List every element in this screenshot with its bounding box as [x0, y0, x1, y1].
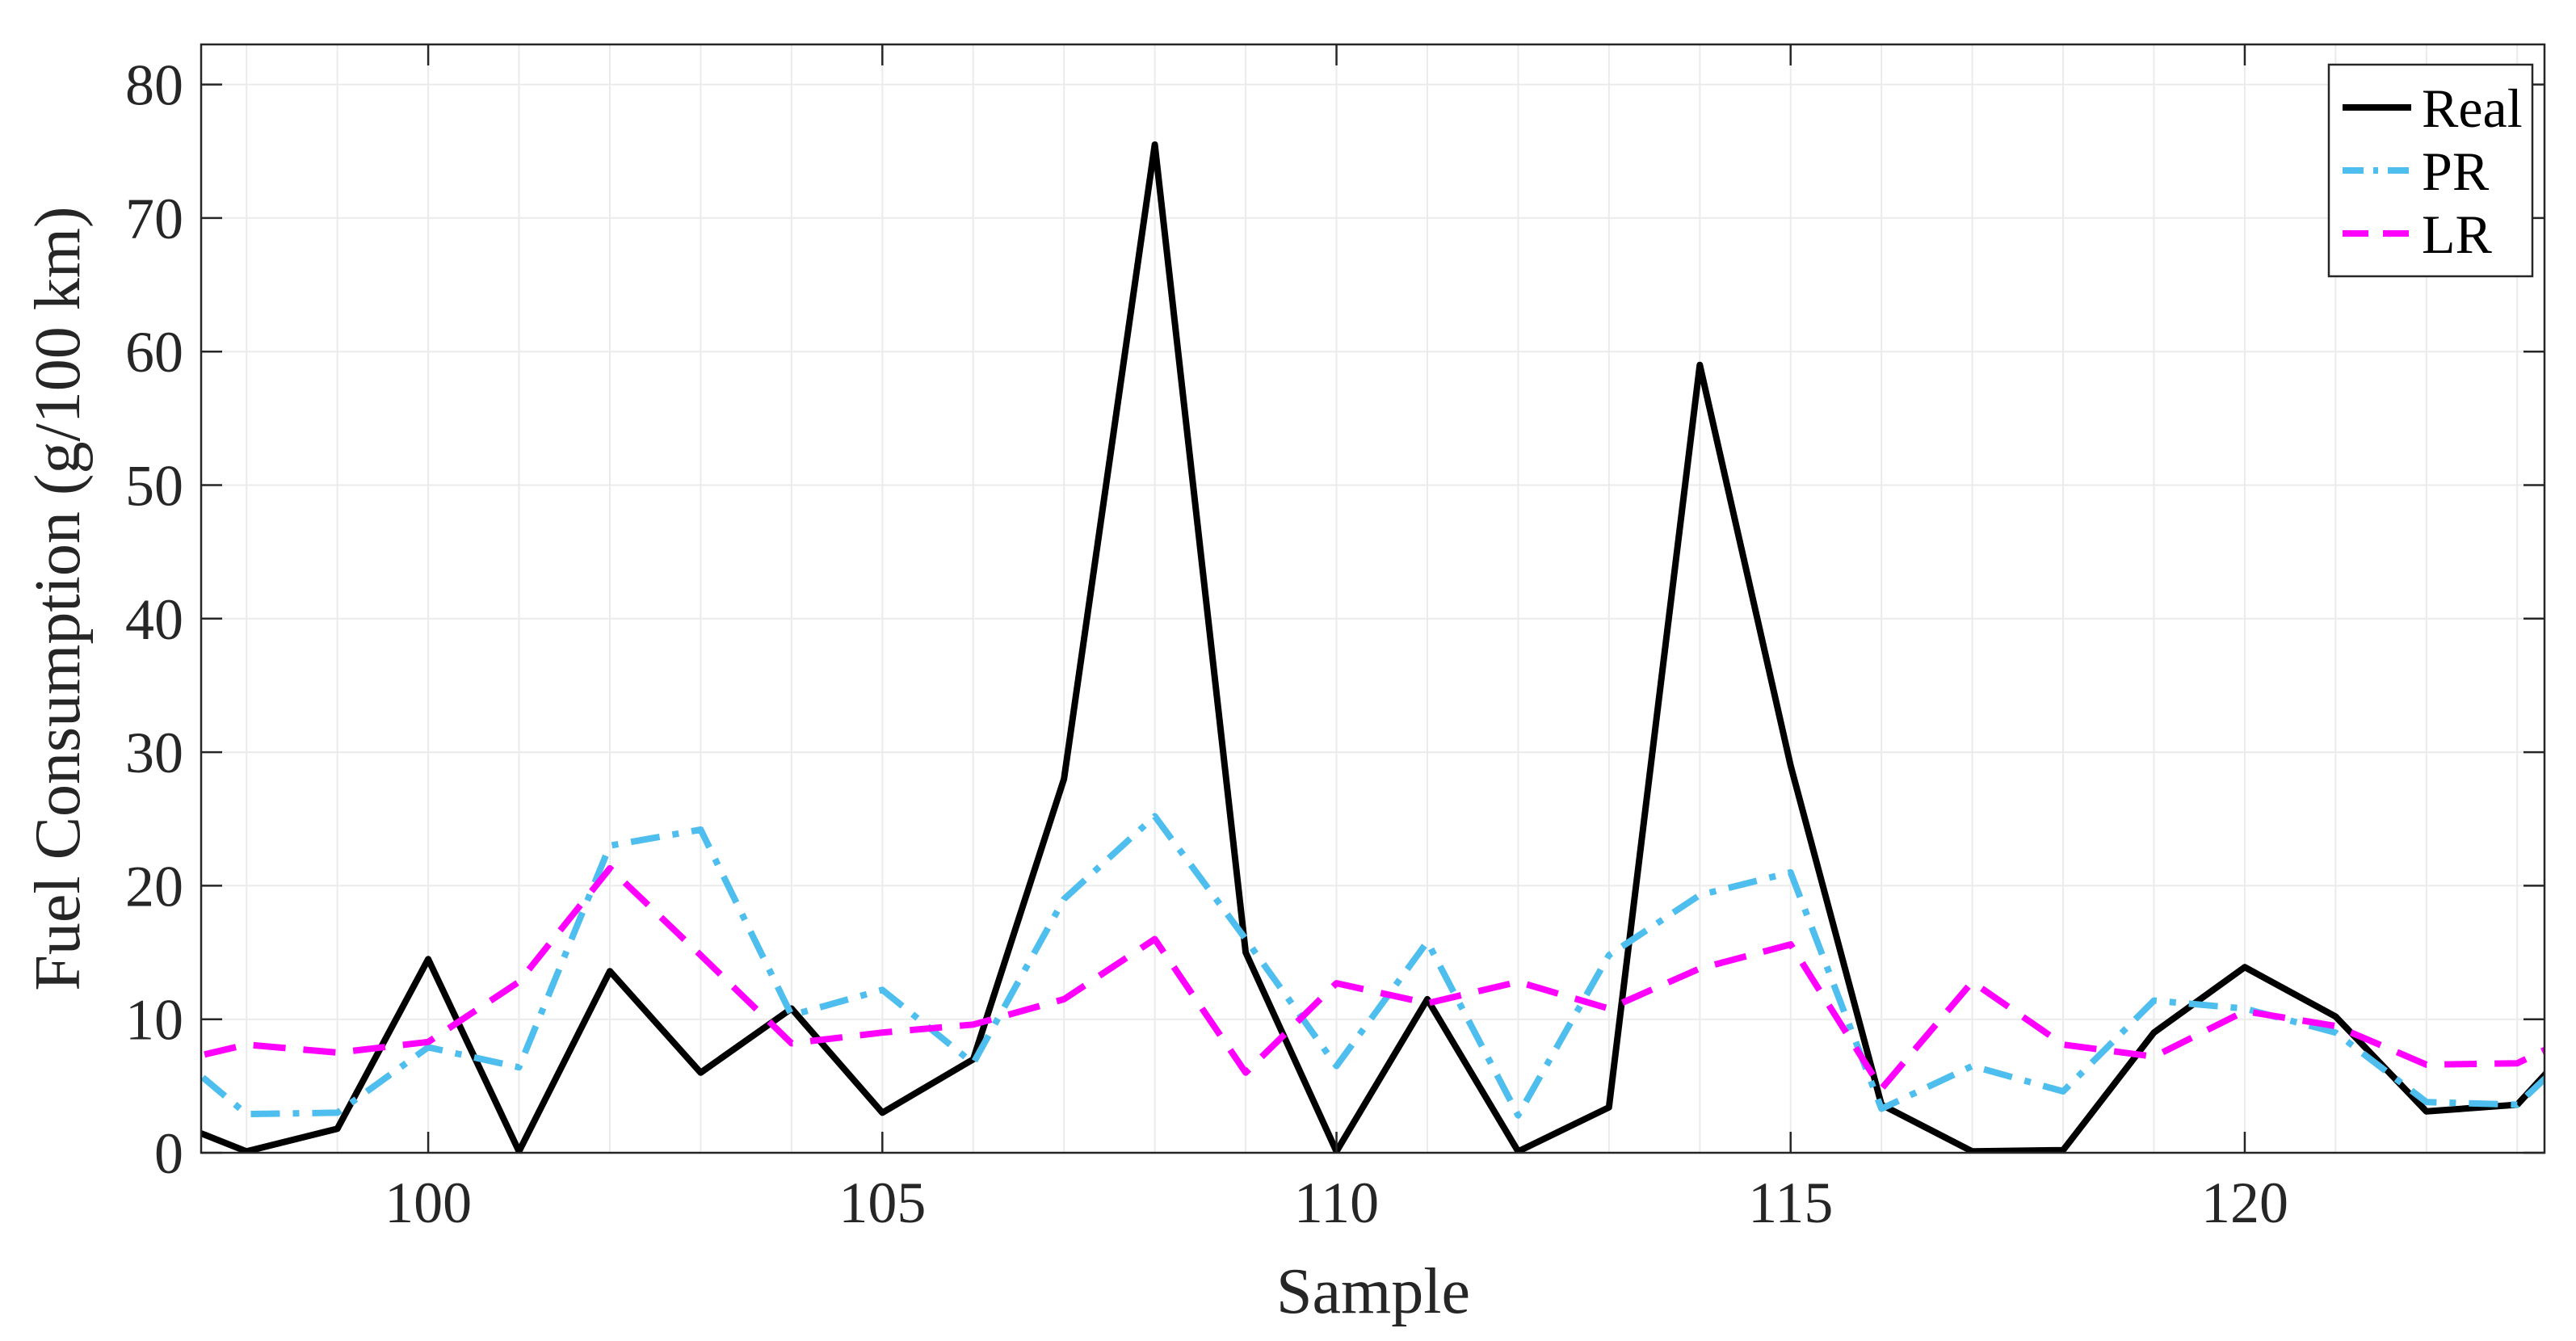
y-axis-label: Fuel Consumption (g/100 km): [23, 206, 94, 990]
y-tick-label: 20: [125, 854, 183, 919]
y-tick-label: 70: [125, 187, 183, 251]
x-tick-label: 115: [1748, 1171, 1833, 1235]
plot-frame: [200, 43, 2546, 1154]
x-tick-label: 105: [838, 1171, 926, 1235]
x-tick-label: 110: [1294, 1171, 1379, 1235]
series-line-pr: [201, 813, 2544, 1119]
y-tick-label: 0: [154, 1121, 183, 1186]
legend-box: [2327, 63, 2534, 278]
y-tick-label: 50: [125, 453, 183, 518]
series-line-real: [201, 141, 2544, 1153]
legend-label-lr: LR: [2422, 204, 2493, 265]
legend-label-real: Real: [2422, 78, 2523, 139]
y-tick-label: 40: [125, 587, 183, 652]
y-tick-label: 10: [125, 988, 183, 1053]
x-tick-label: 120: [2201, 1171, 2288, 1235]
x-axis-label: Sample: [1276, 1256, 1470, 1327]
x-tick-label: 100: [385, 1171, 472, 1235]
series-line-lr: [201, 864, 2544, 1092]
ticks: 100 105 110 115 120 0 10 20 30 40 50 60 70 80: [125, 44, 2544, 1235]
y-tick-label: 80: [125, 53, 183, 118]
y-tick-label: 30: [125, 721, 183, 785]
legend-label-pr: PR: [2422, 141, 2490, 202]
series-layer: [201, 141, 2544, 1153]
y-tick-label: 60: [125, 320, 183, 385]
